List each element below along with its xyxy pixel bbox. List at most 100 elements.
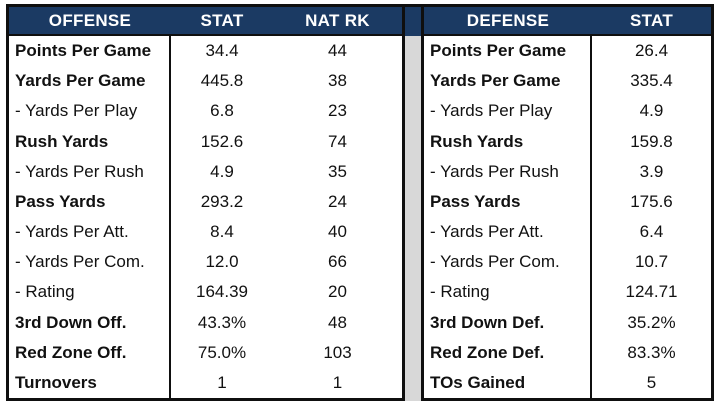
offense-body: Points Per Game 34.4 44 Yards Per Game 445.8… (9, 36, 402, 399)
defense-table: DEFENSE STAT Points Per Game 26.4 Yards Per … (421, 4, 714, 401)
table-row: - Yards Per Play 4.9 (424, 96, 711, 127)
national-rank-value: 103 (323, 342, 352, 362)
table-row: - Rating 124.71 (424, 277, 711, 308)
stat-value: 445.8 (200, 71, 244, 91)
stat-value: 10.7 (634, 252, 669, 272)
table-row: - Yards Per Play 6.8 23 (9, 96, 402, 127)
stat-value: 175.6 (630, 191, 673, 211)
stat-label: Red Zone Off. (9, 337, 171, 368)
stat-value: 12.0 (205, 252, 239, 272)
table-row: Points Per Game 34.4 44 (9, 36, 402, 67)
stat-value: 1 (217, 372, 227, 392)
column-header-defense: DEFENSE (466, 10, 550, 30)
table-row: Pass Yards 175.6 (424, 186, 711, 218)
stat-label: Points Per Game (424, 36, 592, 67)
stat-value: 3.9 (639, 161, 664, 181)
stat-label: - Yards Per Play (9, 96, 171, 127)
stat-label: Pass Yards (424, 186, 592, 218)
stat-value: 293.2 (200, 191, 244, 211)
stat-value: 159.8 (630, 131, 673, 151)
stat-value: 75.0% (197, 342, 247, 362)
national-rank-value: 38 (328, 71, 347, 91)
offense-header-row: OFFENSE STAT NAT RK (9, 7, 402, 36)
national-rank-value: 74 (328, 131, 347, 151)
stat-value: 4.9 (639, 101, 664, 121)
stat-value: 8.4 (210, 222, 234, 242)
stat-label: - Yards Per Com. (9, 247, 171, 278)
stat-label: - Yards Per Att. (424, 217, 592, 248)
column-header-stat: STAT (200, 10, 244, 30)
stat-label: Rush Yards (9, 126, 171, 157)
stat-value: 5 (646, 372, 657, 392)
table-row: - Yards Per Com. 10.7 (424, 247, 711, 278)
column-header-offense: OFFENSE (48, 10, 132, 30)
stat-label: Red Zone Def. (424, 337, 592, 368)
table-row: Yards Per Game 445.8 38 (9, 66, 402, 97)
divider-body-segment (405, 36, 421, 401)
table-row: - Yards Per Rush 3.9 (424, 156, 711, 187)
stat-label: 3rd Down Def. (424, 307, 592, 338)
table-row: - Yards Per Rush 4.9 35 (9, 156, 402, 187)
national-rank-value: 20 (328, 282, 347, 302)
national-rank-value: 35 (328, 161, 347, 181)
table-row: - Yards Per Att. 6.4 (424, 217, 711, 248)
stat-label: Rush Yards (424, 126, 592, 157)
stat-value: 35.2% (627, 312, 676, 332)
table-row: Red Zone Off. 75.0% 103 (9, 337, 402, 368)
stat-label: Turnovers (9, 367, 171, 399)
stat-label: - Yards Per Play (424, 96, 592, 127)
stat-value: 6.4 (639, 222, 664, 242)
stat-label: - Yards Per Att. (9, 217, 171, 248)
offense-table: OFFENSE STAT NAT RK Points Per Game 34.4 44 Ya… (6, 4, 405, 401)
table-row: Red Zone Def. 83.3% (424, 337, 711, 368)
table-row: Yards Per Game 335.4 (424, 66, 711, 97)
divider-header-segment (405, 7, 421, 36)
stat-value: 152.6 (200, 131, 244, 151)
stat-label: 3rd Down Off. (9, 307, 171, 338)
stat-value: 335.4 (630, 71, 673, 91)
defense-body: Points Per Game 26.4 Yards Per Game 335.4 - … (424, 36, 711, 399)
stat-label: - Yards Per Com. (424, 247, 592, 278)
table-row: 3rd Down Def. 35.2% (424, 307, 711, 338)
table-row: Pass Yards 293.2 24 (9, 186, 402, 218)
stat-label: - Yards Per Rush (424, 156, 592, 187)
stat-label: Pass Yards (9, 186, 171, 218)
stat-label: Yards Per Game (9, 66, 171, 97)
stat-label: Yards Per Game (424, 66, 592, 97)
national-rank-value: 1 (332, 372, 343, 392)
national-rank-value: 24 (328, 191, 347, 211)
defense-header-row: DEFENSE STAT (424, 7, 711, 36)
table-row: TOs Gained 5 (424, 367, 711, 399)
stat-value: 6.8 (210, 101, 234, 121)
divider-top-border (405, 4, 421, 7)
stat-label: - Yards Per Rush (9, 156, 171, 187)
tables-wrap: OFFENSE STAT NAT RK Points Per Game 34.4 44 Ya… (6, 4, 714, 401)
stat-value: 124.71 (625, 282, 678, 302)
stat-value: 4.9 (210, 161, 234, 181)
stat-value: 43.3% (197, 312, 247, 332)
table-row: - Rating 164.39 20 (9, 277, 402, 308)
national-rank-value: 23 (328, 101, 347, 121)
stat-label: TOs Gained (424, 367, 592, 399)
column-header-nat-rk: NAT RK (305, 10, 370, 30)
stat-value: 83.3% (627, 342, 676, 362)
table-row: Turnovers 1 1 (9, 367, 402, 399)
national-rank-value: 44 (328, 41, 347, 61)
national-rank-value: 40 (328, 222, 347, 242)
stat-value: 34.4 (205, 41, 239, 61)
table-row: Points Per Game 26.4 (424, 36, 711, 67)
table-row: Rush Yards 159.8 (424, 126, 711, 157)
stat-label: - Rating (9, 277, 171, 308)
column-header-stat: STAT (629, 10, 674, 30)
table-row: - Yards Per Com. 12.0 66 (9, 247, 402, 278)
table-row: Rush Yards 152.6 74 (9, 126, 402, 157)
table-row: 3rd Down Off. 43.3% 48 (9, 307, 402, 338)
stat-label: Points Per Game (9, 36, 171, 67)
table-divider-strip (405, 4, 421, 401)
stat-label: - Rating (424, 277, 592, 308)
stat-value: 164.39 (196, 282, 248, 302)
national-rank-value: 48 (328, 312, 347, 332)
table-row: - Yards Per Att. 8.4 40 (9, 217, 402, 248)
national-rank-value: 66 (328, 252, 347, 272)
